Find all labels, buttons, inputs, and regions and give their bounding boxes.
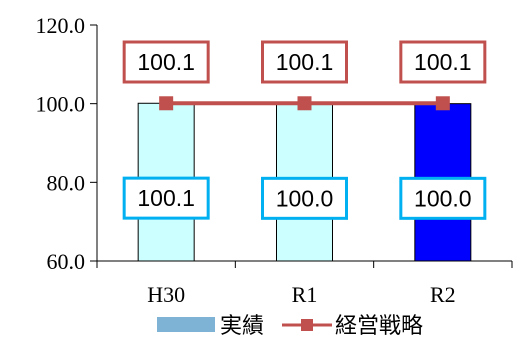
bar-data-label: 100.0 xyxy=(276,185,334,211)
bar-label-box xyxy=(122,176,210,220)
x-tick-label: R2 xyxy=(430,282,456,307)
line-point xyxy=(297,96,312,111)
y-tick-label: 100.0 xyxy=(36,92,86,117)
line-data-label: 100.1 xyxy=(414,49,472,75)
line-point xyxy=(435,96,450,111)
legend-label-bar: 実績 xyxy=(220,314,264,339)
bar-label-box xyxy=(261,176,348,220)
legend-label-line: 経営戦略 xyxy=(335,314,423,339)
line-data-label: 100.1 xyxy=(137,49,195,75)
line-label-box xyxy=(261,40,348,84)
line-series xyxy=(159,96,450,111)
bar-data-labels: 100.1 100.0 100.0 xyxy=(122,176,487,220)
line-data-label: 100.1 xyxy=(276,49,334,75)
line-label-box xyxy=(122,40,210,84)
line-label-box xyxy=(399,40,487,84)
bar-data-label: 100.0 xyxy=(414,185,472,211)
legend: 実績 経営戦略 xyxy=(157,314,423,339)
legend-swatch-bar xyxy=(157,317,215,332)
x-tick-label: R1 xyxy=(292,282,318,307)
line-point xyxy=(159,96,174,111)
y-tick-label: 60.0 xyxy=(47,249,86,274)
y-tick-label: 120.0 xyxy=(36,13,86,38)
bar-data-label: 100.1 xyxy=(137,185,195,211)
line-data-labels: 100.1 100.1 100.1 xyxy=(122,40,487,84)
x-tick-label: H30 xyxy=(147,282,185,307)
y-tick-label: 80.0 xyxy=(47,170,86,195)
legend-swatch-marker xyxy=(301,319,313,331)
axes: 60.0 80.0 100.0 120.0 H30 R1 R2 xyxy=(36,13,513,307)
bar-label-box xyxy=(399,176,487,220)
